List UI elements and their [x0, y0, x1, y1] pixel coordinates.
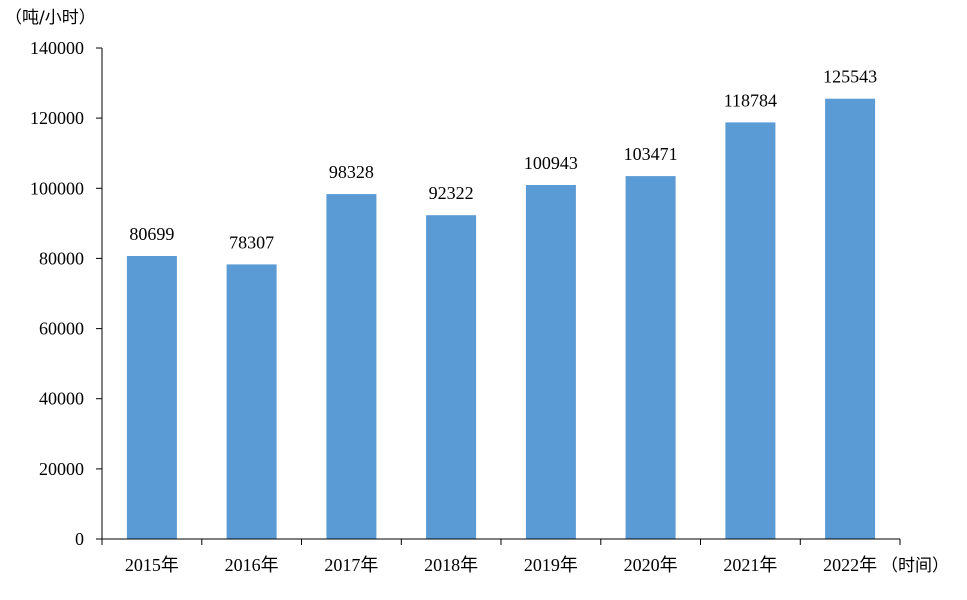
x-tick-label-7: 2022年 — [823, 555, 877, 575]
y-axis: 0 20000 40000 60000 80000 100000 120000 140000 — [30, 38, 103, 549]
data-label-4: 100943 — [524, 153, 578, 173]
x-axis-unit-label: （时间） — [881, 556, 949, 576]
bar-5 — [625, 176, 676, 539]
bar-4 — [525, 185, 576, 539]
data-label-3: 92322 — [429, 183, 474, 203]
y-tick-label-4: 80000 — [39, 248, 84, 268]
data-label-0: 80699 — [129, 224, 174, 244]
bar-7 — [825, 98, 876, 539]
bar-1 — [226, 264, 277, 539]
data-label-7: 125543 — [823, 67, 877, 87]
x-tick-label-4: 2019年 — [524, 555, 578, 575]
x-tick-label-1: 2016年 — [225, 555, 279, 575]
y-tick-label-0: 0 — [75, 529, 84, 549]
data-label-2: 98328 — [329, 162, 374, 182]
x-tick-label-2: 2017年 — [324, 555, 378, 575]
data-labels-group: 80699 78307 98328 92322 100943 103471 118784 12… — [129, 67, 877, 253]
y-tick-label-7: 140000 — [30, 38, 84, 58]
y-tick-label-2: 40000 — [39, 389, 84, 409]
data-label-1: 78307 — [229, 232, 274, 252]
bar-6 — [725, 122, 776, 540]
bar-3 — [426, 215, 477, 539]
x-tick-label-0: 2015年 — [125, 555, 179, 575]
x-tick-label-5: 2020年 — [624, 555, 678, 575]
y-tick-label-5: 100000 — [30, 178, 84, 198]
y-tick-label-6: 120000 — [30, 108, 84, 128]
bars-group — [126, 98, 876, 540]
data-label-6: 118784 — [724, 90, 777, 110]
x-axis: 2015年 2016年 2017年 2018年 2019年 2020年 2021年 2022年 — [101, 538, 901, 575]
y-tick-label-3: 60000 — [39, 319, 84, 339]
bar-0 — [126, 256, 177, 539]
y-tick-label-1: 20000 — [39, 459, 84, 479]
x-tick-label-6: 2021年 — [723, 555, 777, 575]
bar-2 — [326, 194, 377, 539]
x-tick-label-3: 2018年 — [424, 555, 478, 575]
data-label-5: 103471 — [624, 144, 678, 164]
y-axis-unit-label: （吨/小时） — [5, 8, 96, 28]
